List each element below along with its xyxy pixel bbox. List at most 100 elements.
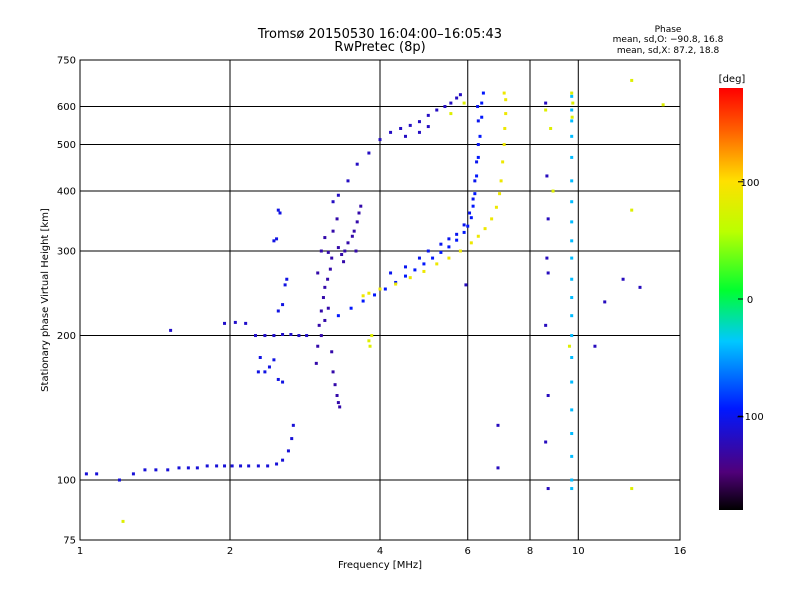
data-point [570,220,574,224]
data-point [357,211,361,215]
data-point [621,277,625,281]
data-point [281,303,285,307]
data-point [417,120,421,124]
data-point [286,449,290,453]
data-point [570,239,574,243]
data-point [426,249,430,253]
data-point [544,108,548,112]
x-tick-label: 6 [465,546,471,557]
data-point [544,440,548,444]
data-point [323,236,327,240]
data-point [258,356,262,359]
data-point [570,408,574,412]
data-point [338,405,342,409]
data-point [378,287,382,291]
data-point [480,115,484,119]
data-point [476,143,480,147]
data-point [121,519,125,523]
data-point [570,134,574,138]
data-point [289,333,293,336]
data-point [336,401,340,405]
data-point [323,318,327,322]
y-tick-label: 400 [57,187,76,198]
data-point [272,239,276,243]
data-point [490,217,494,221]
data-point [367,339,371,343]
data-point [502,143,506,147]
data-point [361,299,365,303]
data-point [272,358,276,362]
data-point [417,130,421,134]
data-point [464,283,468,287]
data-point [355,220,359,224]
y-tick-label: 500 [57,140,76,151]
data-point [281,458,285,462]
data-point [326,306,330,310]
data-point [317,323,321,327]
phase-stats-o-mode: mean, sd,O: −90.8, 16.8 [613,35,724,45]
data-point [593,344,597,348]
data-point [546,271,550,275]
data-point [378,138,382,142]
data-point [389,271,393,275]
data-point [389,130,393,134]
data-point [352,229,356,233]
data-point [276,377,280,381]
data-point [435,108,439,112]
y-tick-label: 750 [57,56,76,67]
data-point [496,466,500,470]
data-point [278,211,282,215]
data-point [349,306,353,310]
data-point [462,223,466,227]
data-point [417,256,421,260]
data-point [154,468,158,472]
data-point [346,179,350,183]
plot-frame [79,59,681,541]
colorbar-ticks: 100 0 −100 [736,178,763,423]
data-point [233,320,237,324]
data-point [603,300,607,304]
data-point [551,189,555,193]
data-point [305,334,309,338]
data-point [544,101,548,105]
data-point [336,193,340,197]
data-point [468,211,472,215]
data-point [661,103,665,107]
data-point [354,249,358,253]
data-point [498,192,502,196]
data-point [272,334,276,338]
data-point [244,321,248,325]
data-point [336,246,340,250]
data-point [476,155,480,159]
data-point [314,361,318,365]
data-point [169,328,173,332]
data-point [297,334,301,338]
data-point [330,256,334,260]
data-point [473,192,477,196]
phase-stats-header: Phase [655,25,682,35]
data-point [544,323,548,327]
y-tick-label: 200 [57,331,76,342]
data-point [95,472,99,476]
data-point [496,423,500,427]
x-tick-label: 10 [572,546,585,557]
data-point [476,234,480,238]
data-point [403,274,407,278]
data-point [567,344,571,348]
data-point [403,134,407,138]
data-point [471,197,475,201]
data-point [478,134,482,138]
data-point [342,260,346,264]
data-point [256,464,260,468]
y-tick-label: 600 [57,102,76,113]
data-point [355,162,359,166]
data-point [316,271,320,275]
data-point [546,217,550,221]
data-point [131,472,135,476]
data-point [326,277,330,281]
data-point [570,200,574,204]
data-point [247,464,251,468]
data-point [570,380,574,384]
x-tick-labels: 1 2 4 6 8 10 16 [77,546,687,557]
